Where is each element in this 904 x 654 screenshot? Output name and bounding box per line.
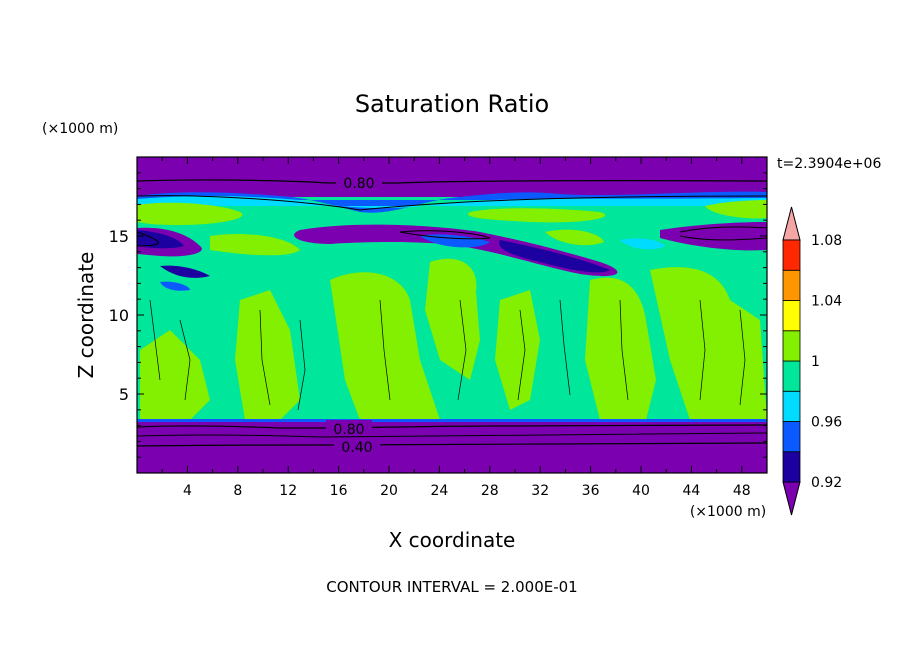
x-axis-label: X coordinate [389, 528, 516, 552]
upper-edge-band [137, 196, 767, 209]
supersat-cap-1 [545, 229, 604, 246]
colorbar-label: 1.04 [811, 294, 842, 310]
contour-label: 0.80 [333, 422, 364, 438]
supersat-column-2 [330, 272, 440, 420]
x-tick-label: 36 [582, 483, 600, 499]
upper-dry-layer [137, 157, 767, 197]
colorbar-swatch [782, 390, 801, 422]
colorbar-swatch [782, 360, 801, 392]
contour-loop-right [679, 226, 767, 241]
x-tick-label: 24 [430, 483, 448, 499]
x-tick-label: 4 [183, 483, 192, 499]
contour-line-upper-2 [137, 195, 767, 211]
y-units-label: (×1000 m) [42, 121, 118, 137]
contour-label-bg-3 [334, 438, 380, 453]
supersat-column-6 [235, 290, 300, 420]
colorbar-upper-triangle [782, 206, 801, 241]
colorbar-label: 0.92 [811, 475, 842, 491]
colorbar-swatch [782, 300, 801, 332]
y-tick-label: 10 [109, 306, 129, 325]
y-axis: 5 10 15 [109, 156, 767, 474]
contour-line-080 [137, 424, 767, 429]
colorbar-label: 0.96 [811, 415, 842, 431]
colorbar-swatch [782, 330, 801, 362]
colorbar-label: 1 [811, 354, 820, 370]
x-tick-label: 40 [632, 483, 650, 499]
upper-left-moist-patch [137, 202, 243, 226]
supersat-column-7 [495, 290, 540, 410]
contour-label-bg-1 [336, 173, 382, 189]
lower-boundary-band [137, 419, 767, 423]
x-tick-label: 16 [330, 483, 348, 499]
x-tick-label: 44 [682, 483, 700, 499]
colorbar-swatch [782, 269, 801, 301]
contour-loop-left [137, 231, 159, 247]
x-tick-label: 12 [279, 483, 297, 499]
lower-dry-layer [137, 422, 767, 473]
x-units-label: (×1000 m) [690, 504, 766, 520]
y-tick-label: 5 [119, 385, 129, 404]
upper-mid-moist-patch [468, 208, 606, 223]
central-dry-core [499, 240, 610, 273]
colorbar-lower-triangle [782, 481, 801, 516]
supersat-column-4 [585, 277, 656, 420]
colorbar-label: 1.08 [811, 233, 842, 249]
small-moist-patch [620, 238, 665, 250]
contour-line-upper [137, 179, 767, 184]
supersat-cap-2 [210, 233, 300, 256]
x-axis: 4 8 12 16 20 24 28 32 36 40 44 48 [136, 157, 768, 499]
colorbar-swatch [782, 451, 801, 483]
upper-right-moist-patch [705, 200, 767, 219]
x-tick-label: 8 [233, 483, 242, 499]
contour-loop-mid [399, 230, 491, 240]
left-dry-core [137, 230, 184, 249]
small-dry-blob-2 [160, 281, 190, 291]
x-tick-label: 28 [481, 483, 499, 499]
small-dry-blob-1 [160, 265, 210, 278]
chart-title: Saturation Ratio [355, 90, 549, 118]
y-tick-label: 15 [109, 227, 129, 246]
contour-line-lower-2 [137, 432, 767, 438]
x-tick-label: 48 [733, 483, 751, 499]
y-axis-label: Z coordinate [74, 252, 98, 379]
colorbar: 0.92 0.96 1 1.04 1.08 [782, 206, 842, 516]
colorbar-swatch [782, 421, 801, 453]
colorbar-swatch [782, 239, 801, 271]
contour-label: 0.40 [341, 440, 372, 456]
x-tick-label: 32 [531, 483, 549, 499]
footer-text: CONTOUR INTERVAL = 2.000E-01 [326, 578, 577, 596]
central-dry-tongue [294, 224, 618, 277]
contour-squiggles [149, 299, 746, 411]
time-label: t=2.3904e+06 [777, 156, 881, 172]
supersat-column-5 [650, 267, 767, 420]
contour-label-bg-2 [326, 420, 372, 435]
contour-label: 0.80 [343, 176, 374, 192]
right-dry-intrusion [660, 222, 767, 251]
supersat-column-1 [140, 330, 210, 420]
contour-field: 0.80 0.80 0.40 [137, 157, 767, 473]
x-tick-label: 20 [380, 483, 398, 499]
